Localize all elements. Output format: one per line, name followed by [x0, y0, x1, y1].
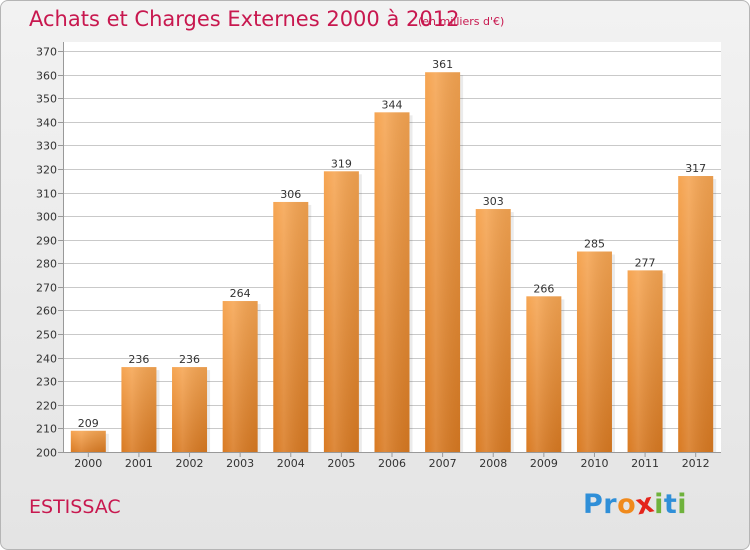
value-label-2002: 236	[179, 353, 200, 366]
chart-title: Achats et Charges Externes 2000 à 2012	[29, 7, 460, 31]
logo-letter: r	[603, 489, 618, 520]
x-tick-label-2005: 2005	[327, 457, 355, 470]
x-tick-label-2001: 2001	[125, 457, 153, 470]
y-tick-label: 360	[36, 70, 57, 83]
axes: 200 210 220 230 240 250 260 270 280 290 300 310 320 3…	[36, 42, 721, 470]
value-label-2009: 266	[533, 282, 554, 295]
y-tick-label: 250	[36, 329, 57, 342]
bars	[70, 72, 717, 453]
x-tick-label-2007: 2007	[429, 457, 457, 470]
y-tick-label: 230	[36, 376, 57, 389]
bar-shine	[627, 270, 663, 452]
value-label-2001: 236	[128, 353, 149, 366]
bar-shine	[576, 251, 612, 452]
x-tick-label-2004: 2004	[277, 457, 305, 470]
y-tick-label: 330	[36, 140, 57, 153]
value-label-2008: 303	[483, 195, 504, 208]
x-tick-label-2008: 2008	[479, 457, 507, 470]
bar-shine	[374, 112, 410, 453]
logo-letter: i	[654, 489, 664, 520]
y-tick-label: 270	[36, 282, 57, 295]
value-label-2007: 361	[432, 58, 453, 71]
logo-letter: o	[617, 489, 637, 520]
logo-letter: t	[663, 489, 678, 520]
y-tick-label: 200	[36, 447, 57, 460]
value-label-2006: 344	[382, 98, 403, 111]
y-tick-label: 310	[36, 188, 57, 201]
x-tick-label-2002: 2002	[176, 457, 204, 470]
bar-shine	[222, 301, 258, 452]
x-tick-label-2003: 2003	[226, 457, 254, 470]
bar-shine	[70, 430, 106, 452]
y-tick-label: 260	[36, 305, 57, 318]
value-label-2000: 209	[78, 417, 99, 430]
value-label-2012: 317	[685, 162, 706, 175]
x-tick-label-2010: 2010	[580, 457, 608, 470]
chart-subtitle: (en milliers d'€)	[418, 15, 505, 28]
bar-shine	[323, 171, 359, 453]
bar-shine	[172, 367, 208, 452]
bar-shine	[475, 209, 511, 452]
value-label-2004: 306	[280, 188, 301, 201]
y-tick-label: 220	[36, 400, 57, 413]
bar-shine	[678, 176, 714, 453]
x-tick-label-2000: 2000	[74, 457, 102, 470]
value-label-2005: 319	[331, 157, 352, 170]
logo-letter: i	[677, 489, 688, 520]
x-tick-label-2011: 2011	[631, 457, 659, 470]
x-tick-label-2012: 2012	[682, 457, 710, 470]
commune-name: ESTISSAC	[29, 496, 121, 518]
y-tick-label: 350	[36, 93, 57, 106]
value-label-2011: 277	[635, 256, 656, 269]
y-tick-label: 300	[36, 211, 57, 224]
y-tick-label: 210	[36, 423, 57, 436]
bar-shine	[121, 367, 157, 452]
value-label-2010: 285	[584, 238, 605, 251]
bar-shine	[273, 201, 309, 452]
value-label-2003: 264	[230, 287, 251, 300]
logo-letter: P	[583, 489, 604, 520]
bar-shine	[526, 296, 562, 452]
y-tick-label: 280	[36, 258, 57, 271]
value-labels: 209 236 236 264 306 319 344 361 303 266 285 277 317	[78, 58, 706, 430]
bar-shine	[425, 72, 461, 453]
x-tick-label-2009: 2009	[530, 457, 558, 470]
y-tick-label: 370	[36, 46, 57, 59]
x-tick-label-2006: 2006	[378, 457, 406, 470]
y-tick-label: 340	[36, 117, 57, 130]
y-tick-label: 240	[36, 353, 57, 366]
y-tick-label: 290	[36, 235, 57, 248]
proxiti-logo: Proxiti	[583, 487, 688, 521]
y-tick-label: 320	[36, 164, 57, 177]
